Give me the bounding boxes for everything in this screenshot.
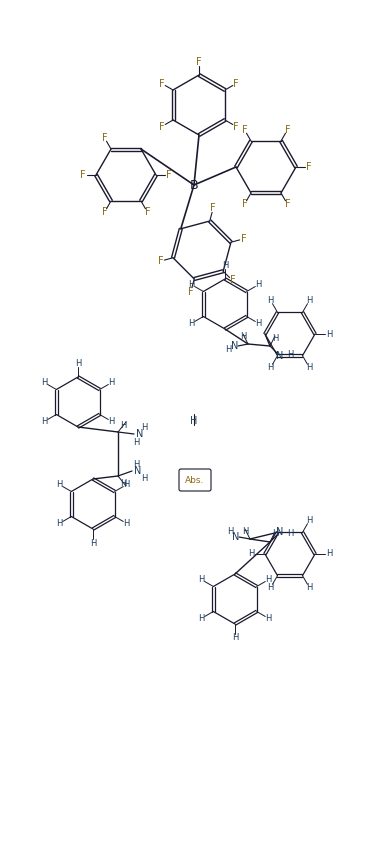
- Text: H: H: [266, 614, 272, 623]
- Text: N: N: [136, 429, 144, 439]
- Text: H: H: [225, 344, 231, 354]
- Text: H: H: [256, 280, 262, 289]
- Text: H: H: [120, 420, 126, 430]
- Text: H: H: [306, 516, 313, 525]
- Text: F: F: [188, 286, 194, 296]
- Text: N: N: [232, 532, 240, 542]
- Text: F: F: [285, 125, 290, 135]
- Text: H: H: [306, 363, 313, 372]
- Text: H: H: [133, 437, 139, 446]
- Text: F: F: [233, 122, 239, 132]
- FancyBboxPatch shape: [179, 469, 211, 491]
- Text: H: H: [133, 459, 139, 468]
- Text: H: H: [124, 480, 130, 489]
- Text: F: F: [242, 125, 247, 135]
- Text: H: H: [256, 319, 262, 328]
- Text: H: H: [141, 473, 147, 483]
- Text: H: H: [222, 261, 228, 269]
- Text: H: H: [120, 479, 126, 488]
- Text: F: F: [159, 122, 165, 132]
- Text: F: F: [241, 234, 246, 244]
- Text: H: H: [75, 359, 81, 367]
- Text: H: H: [56, 519, 62, 528]
- Text: H: H: [198, 575, 204, 584]
- Text: H: H: [267, 295, 274, 305]
- Text: B: B: [190, 178, 198, 192]
- Text: H: H: [190, 416, 198, 426]
- Text: Abs.: Abs.: [185, 475, 205, 484]
- Text: F: F: [196, 57, 202, 67]
- Text: F: F: [242, 199, 247, 209]
- Text: N: N: [134, 466, 142, 476]
- Text: F: F: [166, 170, 172, 180]
- Text: F: F: [285, 199, 290, 209]
- Text: F: F: [102, 133, 107, 143]
- Text: F: F: [159, 78, 165, 89]
- Text: F: F: [210, 203, 216, 214]
- Text: H: H: [141, 423, 147, 431]
- Text: H: H: [41, 378, 47, 387]
- Text: H: H: [41, 417, 47, 426]
- Text: H: H: [56, 480, 62, 489]
- Text: H: H: [272, 333, 278, 343]
- Text: H: H: [227, 527, 233, 535]
- Text: H: H: [287, 529, 293, 538]
- Text: H: H: [326, 549, 332, 559]
- Text: H: H: [198, 614, 204, 623]
- Text: N: N: [231, 341, 239, 351]
- Text: F: F: [158, 256, 163, 266]
- Text: F: F: [306, 162, 312, 172]
- Text: H: H: [124, 519, 130, 528]
- Text: N: N: [276, 527, 284, 537]
- Text: F: F: [80, 170, 86, 180]
- Text: H: H: [240, 332, 246, 340]
- Text: H: H: [287, 349, 293, 359]
- Text: F: F: [230, 275, 235, 285]
- Text: H: H: [272, 529, 278, 538]
- Text: H: H: [188, 319, 194, 328]
- Text: H: H: [188, 280, 194, 289]
- Text: H: H: [232, 634, 238, 642]
- Text: H: H: [90, 538, 96, 548]
- Text: H: H: [109, 417, 115, 426]
- Text: H: H: [306, 295, 313, 305]
- Text: H: H: [109, 378, 115, 387]
- Text: H: H: [242, 527, 248, 535]
- Text: F: F: [102, 208, 107, 217]
- Text: F: F: [145, 208, 150, 217]
- Text: H: H: [267, 583, 274, 592]
- Text: H: H: [306, 583, 313, 592]
- Text: H: H: [326, 329, 332, 338]
- Text: N: N: [276, 351, 284, 361]
- Text: H: H: [267, 363, 274, 372]
- Text: H: H: [266, 575, 272, 584]
- Text: H: H: [248, 549, 254, 559]
- Text: F: F: [233, 78, 239, 89]
